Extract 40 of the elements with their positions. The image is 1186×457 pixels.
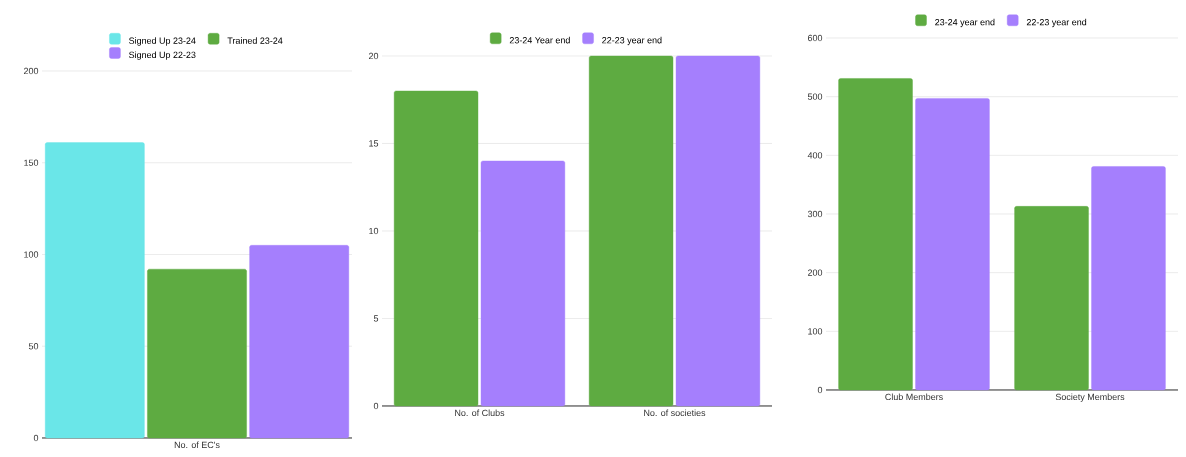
y-tick-label: 400	[807, 152, 823, 159]
y-tick-label: 600	[807, 34, 823, 42]
bar	[1014, 206, 1089, 391]
y-tick-label: 0	[33, 434, 39, 442]
y-tick-label: 20	[368, 52, 379, 60]
y-tick-label: 150	[24, 159, 39, 166]
bar	[675, 55, 761, 407]
y-tick-label: 15	[369, 140, 379, 147]
bar	[249, 245, 349, 439]
x-tick-label: No. of societies	[644, 409, 706, 417]
y-tick-label: 50	[28, 343, 39, 350]
y-tick-label: 100	[24, 251, 39, 258]
x-tick-label: No. of EC's	[174, 441, 220, 449]
legend-label: 22-23 year end	[602, 36, 662, 46]
y-tick-label: 500	[807, 93, 823, 100]
y-tick-label: 5	[373, 315, 379, 322]
legend-label: Signed Up 22-23	[129, 51, 196, 60]
bar	[915, 98, 990, 391]
legend-label: 23-24 year end	[935, 18, 995, 28]
x-tick-label: Society Members	[1055, 393, 1125, 402]
bar	[45, 142, 145, 439]
y-tick-label: 200	[807, 269, 823, 276]
legend-label: Signed Up 23-24	[129, 37, 196, 46]
bar	[480, 160, 566, 407]
bar	[588, 55, 674, 407]
y-tick-label: 100	[808, 328, 823, 335]
bar	[147, 268, 247, 439]
legend-label: 23-24 Year end	[509, 36, 570, 44]
bar	[838, 78, 913, 391]
y-tick-label: 0	[817, 386, 823, 394]
bar	[393, 90, 479, 407]
y-tick-label: 200	[23, 67, 39, 75]
y-tick-label: 10	[369, 227, 379, 235]
y-tick-label: 0	[373, 402, 379, 410]
x-tick-label: Club Members	[885, 393, 943, 401]
x-tick-label: No. of Clubs	[455, 409, 505, 417]
legend-label: Trained 23-24	[227, 37, 283, 44]
legend-label: 22-23 year end	[1026, 18, 1087, 28]
bar	[1091, 166, 1166, 391]
y-tick-label: 300	[807, 210, 823, 218]
